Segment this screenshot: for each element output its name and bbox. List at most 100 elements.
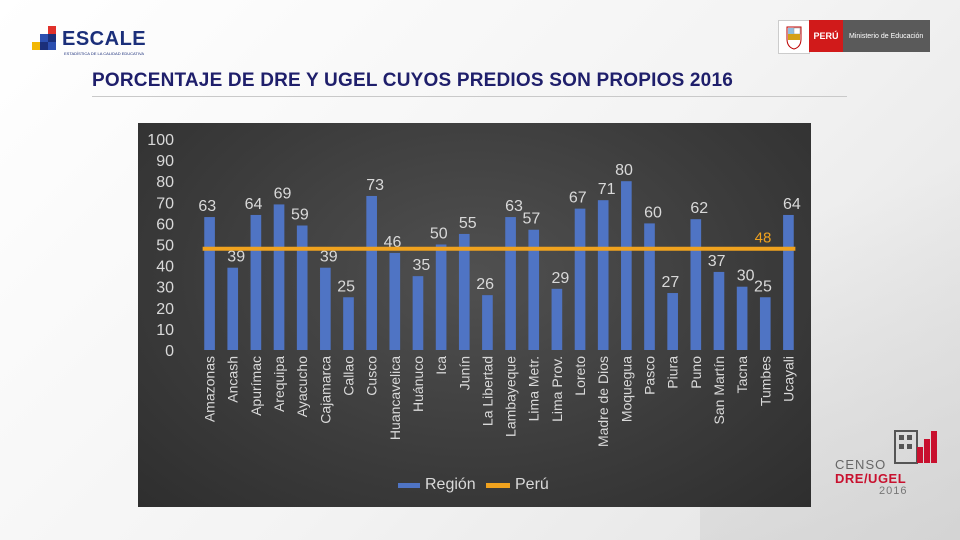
category-label: Huancavelica [387,356,403,440]
bar [435,244,447,350]
bar [551,288,563,350]
category-label: Moquegua [618,356,634,422]
peru-label: PERÚ [809,20,843,52]
y-tick-label: 20 [156,301,174,318]
bar-value-label: 27 [661,274,679,291]
legend-label-peru: Perú [515,476,549,493]
bar-value-label: 60 [644,204,662,221]
bar-value-label: 64 [783,196,801,213]
category-label: Puno [688,356,704,389]
ministry-logo: PERÚ Ministerio de Educación [778,20,930,54]
censo-building-icon [894,430,937,464]
bar-value-label: 62 [690,200,708,217]
censo-logo: CENSO DRE/UGEL 2016 [835,425,945,505]
category-label: Junín [456,356,472,390]
y-tick-label: 0 [165,343,174,360]
bar [227,267,239,350]
censo-dre-ugel: DRE/UGEL [835,471,907,486]
bar-value-label: 59 [291,207,309,224]
bar-value-label: 55 [459,215,477,232]
bar [783,214,794,350]
bar-value-label: 57 [523,211,541,228]
category-label: Apurímac [248,356,264,416]
y-tick-label: 30 [156,280,174,297]
category-label: Madre de Dios [595,356,611,447]
bar [713,271,725,350]
legend-label-region: Región [425,476,476,493]
category-label: Piura [665,356,681,389]
escale-tagline: ESTADÍSTICA DE LA CALIDAD EDUCATIVA [64,51,145,56]
escale-wordmark: ESCALE [62,28,147,50]
bar [528,229,540,350]
bar-value-label: 25 [337,278,355,295]
title-divider [92,96,847,97]
bar-value-label: 69 [274,185,292,202]
bar [320,267,331,350]
y-tick-label: 100 [147,132,174,149]
category-label: Lima Metr. [526,356,542,421]
bar [273,204,285,350]
bar-value-label: 67 [569,190,587,207]
bar [366,195,377,350]
y-tick-label: 10 [156,322,174,339]
bar [736,286,748,350]
category-label: Pasco [642,356,658,395]
category-label: Cusco [364,356,380,396]
bar-value-label: 39 [320,249,338,266]
category-label: Lambayeque [503,356,519,437]
category-label: Amazonas [202,356,218,422]
chart-panel: 0 10 20 30 40 50 60 70 80 90 100 63 Amazonas 39 Ancash… [138,123,811,507]
bar [621,181,632,350]
y-tick-label: 70 [156,195,174,212]
bar [250,214,262,350]
bar-value-label: 37 [708,253,726,270]
peru-shield-icon [778,20,810,54]
y-tick-label: 80 [156,174,174,191]
bar [759,297,771,350]
y-tick-label: 40 [156,259,174,276]
y-tick-label: 60 [156,216,174,233]
escale-mark-icon [32,26,56,50]
censo-word: CENSO [835,457,887,472]
category-label: Huánuco [410,356,426,412]
bar [597,200,609,350]
bar-value-label: 73 [366,177,384,194]
category-label: San Martín [711,356,727,424]
legend-swatch-region [398,483,420,488]
bar [389,252,401,350]
bar-value-label: 30 [737,268,755,285]
peru-line-label: 48 [755,230,772,247]
bar-value-label: 35 [413,257,431,274]
category-label: Ancash [225,356,241,403]
bar-value-label: 25 [754,278,772,295]
category-label: Tacna [734,356,750,394]
bar-value-label: 29 [551,270,569,287]
bar [574,208,586,350]
category-label: La Libertad [479,356,495,426]
bar [690,219,702,350]
bar [667,293,678,350]
bar [412,276,424,350]
category-label: Loreto [572,356,588,396]
bar-value-label: 64 [245,196,263,213]
bar [204,217,215,350]
bar-value-label: 26 [476,276,494,293]
bar [644,223,655,350]
bar-value-label: 63 [198,198,216,215]
bar-value-label: 46 [384,234,402,251]
y-tick-label: 90 [156,153,174,170]
category-label: Lima Prov. [549,356,565,422]
category-label: Tumbes [757,356,773,406]
bar [482,295,493,350]
category-label: Callao [341,356,357,396]
bar-value-label: 39 [227,249,245,266]
ministry-label: Ministerio de Educación [843,20,930,52]
bar-value-label: 71 [598,181,616,198]
bar [343,297,354,350]
category-label: Arequipa [271,356,287,412]
escale-logo: ESCALE ESTADÍSTICA DE LA CALIDAD EDUCATI… [30,24,155,60]
category-label: Cajamarca [317,356,333,424]
bar [296,225,308,350]
bar-value-label: 63 [505,198,523,215]
legend-swatch-peru [486,483,510,488]
